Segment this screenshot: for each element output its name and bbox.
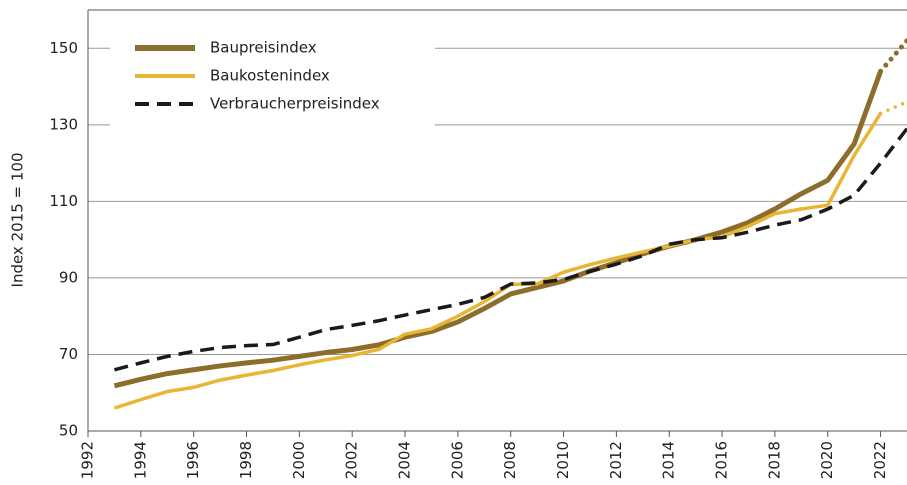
x-tick-label: 2014 [660, 441, 678, 479]
y-tick-label: 150 [49, 39, 78, 57]
x-tick-label: 2010 [554, 441, 572, 479]
x-tick-label: 1998 [237, 441, 255, 479]
series-line [113, 70, 883, 389]
legend-box [110, 26, 435, 138]
x-tick-label: 2020 [818, 441, 836, 479]
y-tick-label: 90 [59, 268, 78, 286]
x-tick-label: 2000 [290, 441, 308, 479]
series-line [113, 127, 907, 372]
x-tick-label: 2012 [607, 441, 625, 479]
legend-label: Baupreisindex [210, 39, 317, 57]
x-tick-label: 2008 [501, 441, 519, 479]
x-tick-label: 2002 [343, 441, 361, 479]
x-tick-label: 1994 [131, 441, 149, 479]
x-tick-label: 2006 [448, 441, 466, 479]
series-projection [878, 100, 907, 116]
y-axis-label: Index 2015 = 100 [9, 153, 27, 288]
series-projection [878, 38, 907, 74]
y-tick-label: 110 [49, 192, 78, 210]
x-tick-label: 1992 [79, 441, 97, 479]
y-tick-label: 130 [49, 115, 78, 133]
y-tick-label: 70 [59, 345, 78, 363]
series-line [113, 112, 883, 410]
x-tick-label: 2018 [765, 441, 783, 479]
x-tick-label: 2004 [396, 441, 414, 479]
x-tick-label: 2016 [713, 441, 731, 479]
x-tick-label: 1996 [184, 441, 202, 479]
legend-label: Baukostenindex [210, 67, 330, 85]
legend-label: Verbraucherpreisindex [210, 95, 380, 113]
x-tick-label: 2022 [871, 441, 889, 479]
y-tick-label: 50 [59, 422, 78, 440]
